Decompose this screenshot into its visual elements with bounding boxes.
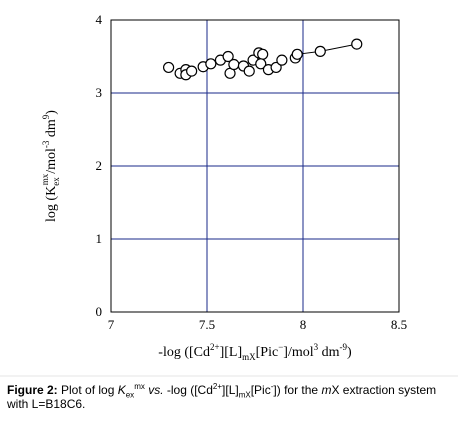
y-tick-label: 3 bbox=[96, 85, 103, 100]
x-tick-label: 7 bbox=[108, 317, 115, 332]
data-point bbox=[255, 58, 267, 70]
data-point bbox=[222, 50, 234, 63]
y-tick-label: 0 bbox=[96, 304, 103, 319]
data-point bbox=[186, 65, 198, 77]
caption-label: Figure 2: bbox=[7, 383, 58, 397]
figure-caption: Figure 2: Plot of log Kexmx vs. -log ([C… bbox=[7, 382, 437, 412]
data-point bbox=[228, 58, 240, 71]
y-tick-label: 2 bbox=[96, 158, 103, 173]
data-series bbox=[163, 38, 363, 81]
y-tick-labels: 0 1 2 3 4 bbox=[96, 12, 103, 319]
data-point bbox=[276, 54, 288, 66]
data-point bbox=[163, 61, 175, 74]
grid-lines bbox=[111, 20, 399, 312]
data-point bbox=[314, 45, 326, 57]
data-point bbox=[270, 61, 282, 74]
x-axis-title: -log ([Cd2+][L]mX[Pic−]/mol3 dm-9) bbox=[158, 342, 352, 362]
data-point bbox=[351, 38, 363, 50]
caption-divider bbox=[0, 375, 458, 377]
y-tick-label: 4 bbox=[96, 12, 103, 27]
x-tick-label: 7.5 bbox=[199, 317, 215, 332]
data-point bbox=[205, 58, 217, 70]
data-point bbox=[291, 48, 303, 60]
data-point bbox=[257, 48, 269, 60]
y-axis-title: log (Kexmx/mol-3 dm9) bbox=[40, 110, 61, 222]
trend-line bbox=[297, 43, 357, 55]
data-point bbox=[243, 65, 255, 77]
x-tick-label: 8.5 bbox=[391, 317, 407, 332]
y-tick-label: 1 bbox=[96, 231, 103, 246]
plot-frame bbox=[110, 19, 400, 313]
x-tick-labels: 7 7.5 8 8.5 bbox=[108, 317, 407, 332]
x-tick-label: 8 bbox=[300, 317, 307, 332]
scatter-chart: 0 1 2 3 4 7 7.5 8 8.5 -log ([Cd2+][L]mX[Pic−]/m… bbox=[40, 12, 407, 362]
